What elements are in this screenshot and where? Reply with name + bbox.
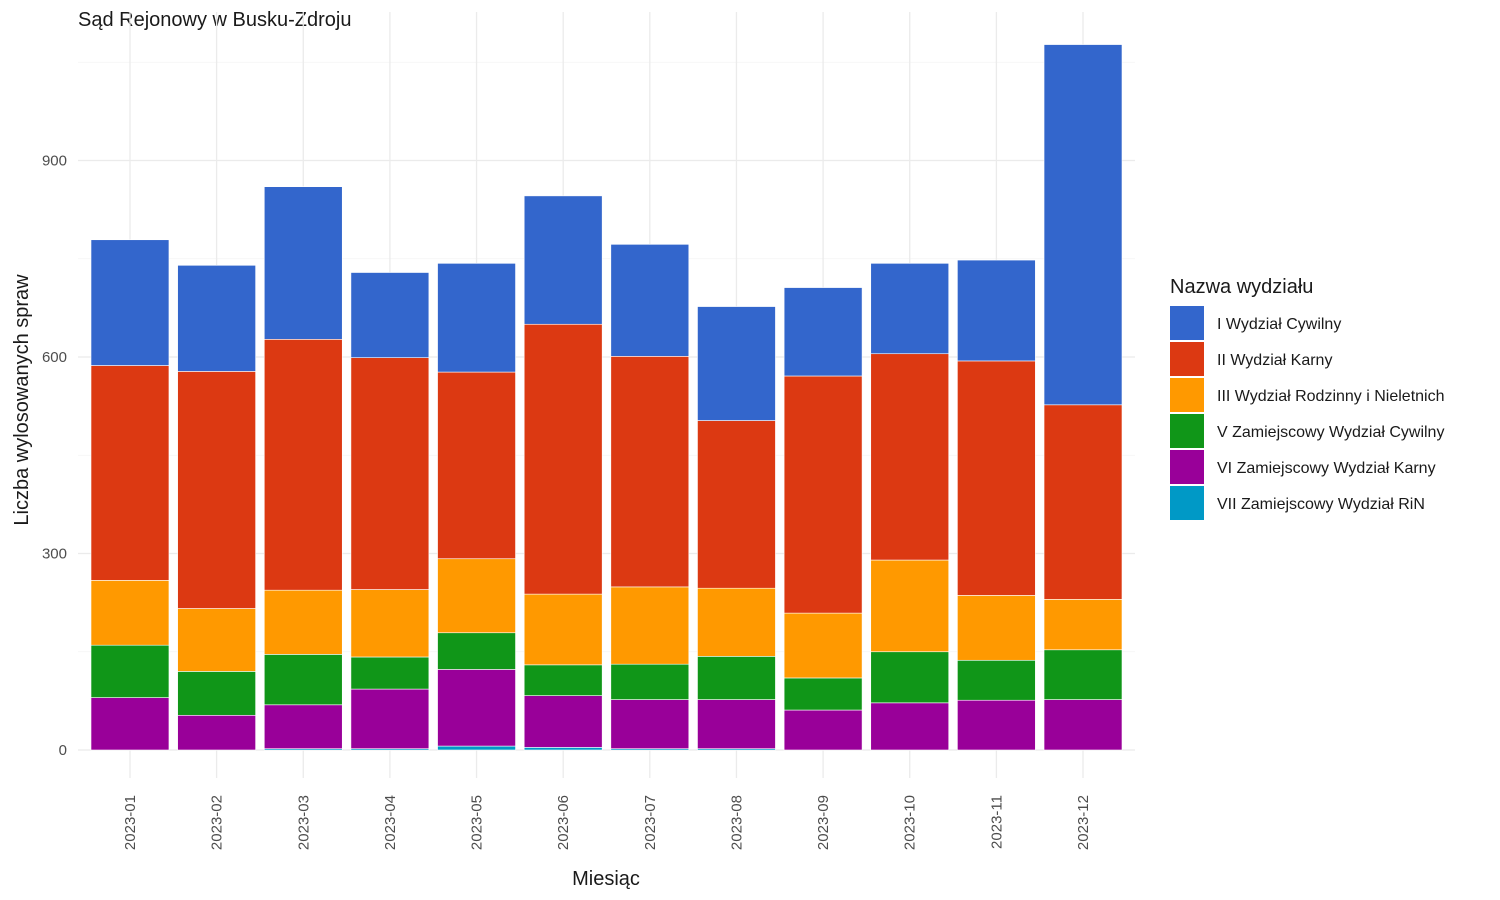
bar-segment [870,702,950,751]
bar-segment [610,356,690,588]
bar-segment [870,559,950,653]
bar-segment [783,709,863,751]
bars [90,44,1123,751]
bar-segment [90,239,170,366]
bar-segment [870,651,950,704]
bar-segment [1043,599,1123,651]
bar-segment [610,699,690,749]
bar-segment [177,608,256,672]
bar-segment [437,745,516,751]
bar-segment [783,677,863,711]
x-tick-label: 2023-05 [469,795,486,850]
chart-title: Sąd Rejonowy w Busku-Zdroju [78,9,351,31]
bar-segment [523,593,603,666]
bar-segment [437,632,516,670]
y-tick-label: 900 [42,153,67,170]
bar-segment [90,644,170,698]
bar-segment [177,714,256,751]
x-tick-label: 2023-12 [1075,795,1092,850]
bar-segment [437,263,516,373]
bar-segment [783,375,863,614]
y-tick-label: 300 [42,546,67,563]
bar-segment [90,580,170,646]
bar-segment [610,586,690,665]
bar-segment [957,259,1036,362]
bar-segment [177,264,256,372]
bar-segment [870,353,950,561]
legend-label: III Wydział Rodzinny i Nieletnich [1217,388,1445,405]
x-tick-label: 2023-09 [815,795,832,850]
x-tick-label: 2023-01 [122,795,139,850]
bar-segment [1043,44,1123,406]
legend-swatch [1170,486,1204,520]
bar-segment [697,699,776,749]
bar-segment [350,357,430,590]
bar-segment [783,287,863,377]
bar-segment [90,697,170,751]
bar-segment [610,663,690,700]
bar-segment [1043,404,1123,600]
bar-segment [350,688,430,749]
legend-label: I Wydział Cywilny [1217,316,1341,333]
bar-segment [263,589,343,655]
y-tick-label: 600 [42,349,67,366]
bar-segment [90,365,170,581]
bar-segment [697,420,776,589]
x-axis-title: Miesiąc [572,868,640,890]
bar-segment [350,656,430,690]
bar-segment [870,263,950,355]
bar-segment [263,186,343,340]
bar-segment [1043,699,1123,751]
x-tick-label: 2023-02 [209,795,226,850]
x-tick-label: 2023-07 [642,795,659,850]
legend: I Wydział Cywilny II Wydział Karny III Wyd… [1170,306,1445,520]
bar-segment [783,612,863,679]
bar-segment [697,587,776,657]
bar-segment [523,695,603,748]
bar-segment [610,244,690,357]
bar-segment [263,704,343,749]
bar-segment [697,306,776,421]
x-tick-label: 2023-04 [382,795,399,850]
legend-label: VII Zamiejscowy Wydział RiN [1217,496,1425,513]
x-tick-label: 2023-11 [988,795,1005,849]
legend-swatch [1170,414,1204,448]
x-tick-label: 2023-03 [295,795,312,850]
legend-swatch [1170,378,1204,412]
bar-segment [523,195,603,325]
bar-segment [263,339,343,591]
x-axis-ticks: 2023-01 2023-02 2023-03 2023-04 2023-05 2023-… [122,795,1092,850]
legend-swatch [1170,306,1204,340]
bar-segment [177,371,256,609]
y-axis-title: Liczba wylosowanych spraw [11,274,33,526]
bar-segment [523,747,603,751]
bar-segment [523,323,603,595]
legend-swatch [1170,342,1204,376]
legend-title: Nazwa wydziału [1170,276,1313,298]
bar-segment [437,558,516,634]
y-axis-ticks: 0 300 600 900 [42,153,67,760]
bar-segment [957,360,1036,596]
legend-label: II Wydział Karny [1217,352,1332,369]
bar-segment [957,595,1036,661]
bar-segment [350,272,430,358]
legend-label: VI Zamiejscowy Wydział Karny [1217,460,1436,477]
bar-segment [350,589,430,658]
x-tick-label: 2023-06 [555,795,572,850]
legend-label: V Zamiejscowy Wydział Cywilny [1217,424,1444,441]
bar-segment [437,669,516,747]
x-tick-label: 2023-10 [902,795,919,850]
y-tick-label: 0 [59,742,67,759]
bar-segment [263,654,343,706]
bar-segment [1043,649,1123,700]
bar-segment [177,671,256,716]
bar-segment [957,659,1036,701]
bar-segment [523,664,603,696]
legend-swatch [1170,450,1204,484]
bar-segment [697,656,776,700]
bar-segment [957,699,1036,751]
x-tick-label: 2023-08 [728,795,745,850]
bar-segment [437,371,516,560]
